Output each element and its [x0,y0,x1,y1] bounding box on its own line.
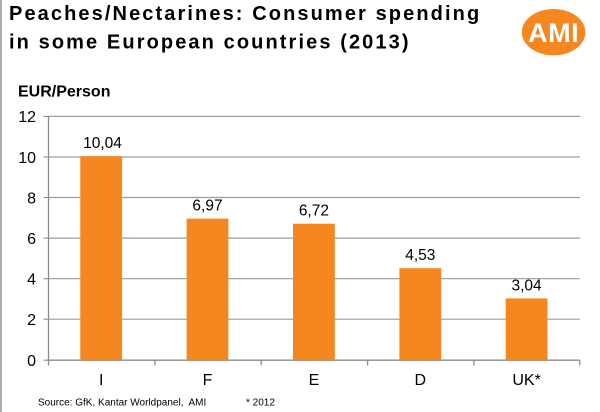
svg-text:EUR/Person: EUR/Person [18,84,110,101]
svg-text:6: 6 [27,231,36,248]
svg-text:4: 4 [27,272,36,289]
svg-text:in some European countries (20: in some European countries (2013) [9,32,411,54]
svg-text:3,04: 3,04 [512,277,543,294]
svg-text:Source: GfK, Kantar Worldpanel: Source: GfK, Kantar Worldpanel, AMI [38,398,206,409]
svg-text:2: 2 [27,312,36,329]
svg-text:* 2012: * 2012 [246,398,275,409]
svg-text:4,53: 4,53 [405,247,435,264]
svg-text:12: 12 [18,109,36,126]
svg-text:AMI: AMI [528,18,579,48]
svg-text:10,04: 10,04 [83,135,122,152]
svg-text:Peaches/Nectarines: Consumer s: Peaches/Nectarines: Consumer spending [9,3,481,25]
svg-text:E: E [309,372,320,389]
svg-text:10: 10 [18,150,36,167]
svg-text:I: I [99,372,103,389]
svg-text:0: 0 [27,353,36,370]
svg-text:6,97: 6,97 [192,198,222,215]
svg-text:D: D [415,372,427,389]
svg-text:8: 8 [27,190,36,207]
svg-text:F: F [203,372,213,389]
svg-text:UK*: UK* [512,372,540,389]
svg-text:6,72: 6,72 [299,203,329,220]
